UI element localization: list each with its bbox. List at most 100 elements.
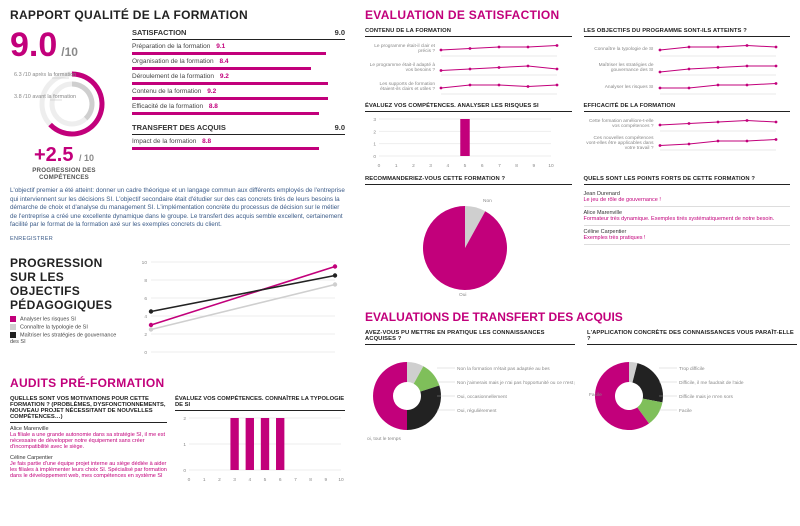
svg-text:7: 7	[498, 163, 501, 169]
svg-text:8: 8	[515, 163, 518, 169]
bar-row: Organisation de la formation 8.4	[132, 58, 345, 70]
audit-histogram: 012012345678910	[175, 414, 345, 484]
svg-text:1: 1	[395, 163, 398, 169]
svg-text:8: 8	[144, 278, 147, 284]
svg-text:2: 2	[412, 163, 415, 169]
bar-row: Déroulement de la formation 9.2	[132, 73, 345, 85]
legend-item: Analyser les risques SI	[10, 316, 125, 322]
row-label: Maîtriser les stratégies de gouvernance …	[584, 63, 654, 73]
eval-panel: LES OBJECTIFS DU PROGRAMME SONT-ILS ATTE…	[584, 28, 791, 97]
svg-text:5: 5	[264, 477, 267, 483]
svg-text:0: 0	[144, 350, 147, 356]
svg-text:Trop difficile: Trop difficile	[679, 366, 705, 372]
application-heading: L'APPLICATION CONCRÈTE DES CONNAISSANCES…	[587, 330, 797, 345]
svg-text:1: 1	[203, 477, 206, 483]
row-label: Ces nouvelles compétences vont-elles êtr…	[584, 136, 654, 151]
recommend-heading: RECOMMANDERIEZ-VOUS CETTE FORMATION ?	[365, 176, 572, 185]
summary-paragraph: L'objectif premier a été atteint: donner…	[10, 187, 345, 230]
svg-text:Difficile, il me faudrait de l: Difficile, il me faudrait de l'aide	[679, 380, 744, 386]
row-label: Analyser les risques SI	[584, 85, 654, 90]
svg-text:6: 6	[279, 477, 282, 483]
svg-text:4: 4	[144, 314, 147, 320]
svg-text:4: 4	[248, 477, 251, 483]
panel-heading: ÉVALUEZ VOS COMPÉTENCES. ANALYSER LES RI…	[365, 103, 572, 112]
svg-text:3: 3	[429, 163, 432, 169]
svg-text:Non j'aimerais mais je n'ai pa: Non j'aimerais mais je n'ai pas l'opport…	[457, 380, 575, 386]
audit-q2: ÉVALUEZ VOS COMPÉTENCES. CONNAÎTRE LA TY…	[175, 396, 345, 411]
svg-text:9: 9	[324, 477, 327, 483]
svg-text:Oui, régulièrement: Oui, régulièrement	[457, 408, 497, 414]
row-label: Le programme était-il clair et précis ?	[365, 44, 435, 54]
svg-text:Non: Non	[483, 198, 492, 204]
satisfaction-heading: SATISFACTION 9.0	[132, 28, 345, 40]
svg-text:3.8 /10 avant la formation: 3.8 /10 avant la formation	[14, 94, 76, 100]
testimonial: Céline CarpentierExemples très pratiques…	[584, 226, 791, 245]
bar-row: Préparation de la formation 9.1	[132, 43, 345, 55]
eval-panel: CONTENU DE LA FORMATION Le programme étai…	[365, 28, 572, 97]
bar-row: Contenu de la formation 9.2	[132, 88, 345, 100]
satisfaction-eval-title: EVALUATION DE SATISFACTION	[365, 8, 790, 22]
legend-item: Connaître la typologie de SI	[10, 324, 125, 330]
row-label: Cette formation améliore-t-elle vos comp…	[584, 119, 654, 129]
svg-text:2: 2	[183, 416, 186, 422]
bar-row: Efficacité de la formation 8.8	[132, 103, 345, 115]
sparkline	[439, 78, 559, 96]
audit-q1: QUELLES SONT VOS MOTIVATIONS POUR CETTE …	[10, 396, 167, 423]
eval-panel: ÉVALUEZ VOS COMPÉTENCES. ANALYSER LES RI…	[365, 103, 572, 172]
svg-text:6.3 /10 après la formation: 6.3 /10 après la formation	[14, 72, 76, 78]
svg-text:oi, tout le temps: oi, tout le temps	[367, 436, 401, 442]
row-label: Connaître la typologie de SI	[584, 47, 654, 52]
svg-text:Facile: Facile	[679, 408, 692, 414]
practice-donut: Non la formation n'était pas adaptée au …	[365, 348, 575, 443]
svg-text:1: 1	[183, 442, 186, 448]
svg-text:2: 2	[218, 477, 221, 483]
pedag-title: PROGRESSIONSUR LES OBJECTIFSPÉDAGOGIQUES	[10, 256, 125, 312]
application-donut: Trop difficile Difficile, il me faudrait …	[587, 348, 797, 443]
svg-text:10: 10	[142, 260, 148, 266]
transfer-heading: TRANSFERT DES ACQUIS 9.0	[132, 123, 345, 135]
comment: Céline CarpentierJe fais partie d'une éq…	[10, 455, 167, 479]
svg-text:9: 9	[532, 163, 535, 169]
svg-text:7: 7	[294, 477, 297, 483]
svg-text:Non la formation n'était pas a: Non la formation n'était pas adaptée au …	[457, 366, 550, 372]
svg-text:Difficile mais je m'en sors: Difficile mais je m'en sors	[679, 394, 733, 400]
transfer-eval-title: EVALUATIONS DE TRANSFERT DES ACQUIS	[365, 310, 790, 324]
global-score: 9.0/10	[10, 28, 118, 62]
panel-heading: CONTENU DE LA FORMATION	[365, 28, 572, 37]
report-title: RAPPORT QUALITÉ DE LA FORMATION	[10, 8, 345, 22]
row-label: Les supports de formation étaient-ils cl…	[365, 82, 435, 92]
bar-row: Impact de la formation 8.8	[132, 138, 345, 150]
svg-text:0: 0	[183, 468, 186, 474]
comment: Alice MarenvilleLa filiale a une grande …	[10, 426, 167, 450]
legend-item: Maîtriser les stratégies de gouvernance …	[10, 332, 125, 344]
sparkline	[658, 40, 778, 58]
svg-text:Facile: Facile	[589, 392, 602, 398]
pedag-chart: 0 2 4 6 8 10	[133, 256, 343, 366]
sparkline	[439, 59, 559, 77]
testimonial: Jean DurenardLe jeu de rôle de gouvernan…	[584, 188, 791, 207]
sparkline	[658, 59, 778, 77]
svg-text:2: 2	[373, 129, 376, 135]
panel-heading: EFFICACITÉ DE LA FORMATION	[584, 103, 791, 112]
recommend-pie: Non Oui	[365, 188, 565, 298]
svg-text:8: 8	[309, 477, 312, 483]
audits-title: AUDITS PRÉ-FORMATION	[10, 376, 345, 390]
svg-text:3: 3	[373, 117, 376, 123]
svg-text:0: 0	[373, 154, 376, 160]
strengths-heading: QUELS SONT LES POINTS FORTS DE CETTE FOR…	[584, 176, 791, 185]
svg-text:Oui: Oui	[459, 292, 466, 298]
svg-text:3: 3	[233, 477, 236, 483]
svg-text:2: 2	[144, 332, 147, 338]
svg-text:6: 6	[144, 296, 147, 302]
eval-panel: EFFICACITÉ DE LA FORMATION Cette formatio…	[584, 103, 791, 172]
svg-text:6: 6	[481, 163, 484, 169]
panel-heading: LES OBJECTIFS DU PROGRAMME SONT-ILS ATTE…	[584, 28, 791, 37]
svg-text:4: 4	[446, 163, 449, 169]
svg-text:1: 1	[373, 142, 376, 148]
svg-text:10: 10	[548, 163, 554, 169]
save-button[interactable]: ENREGISTRER	[10, 236, 345, 242]
row-label: Le programme était-il adapté à vos besoi…	[365, 63, 435, 73]
svg-text:0: 0	[378, 163, 381, 169]
testimonial: Alice MarenvilleFormateur très dynamique…	[584, 207, 791, 226]
sparkline	[658, 134, 778, 152]
